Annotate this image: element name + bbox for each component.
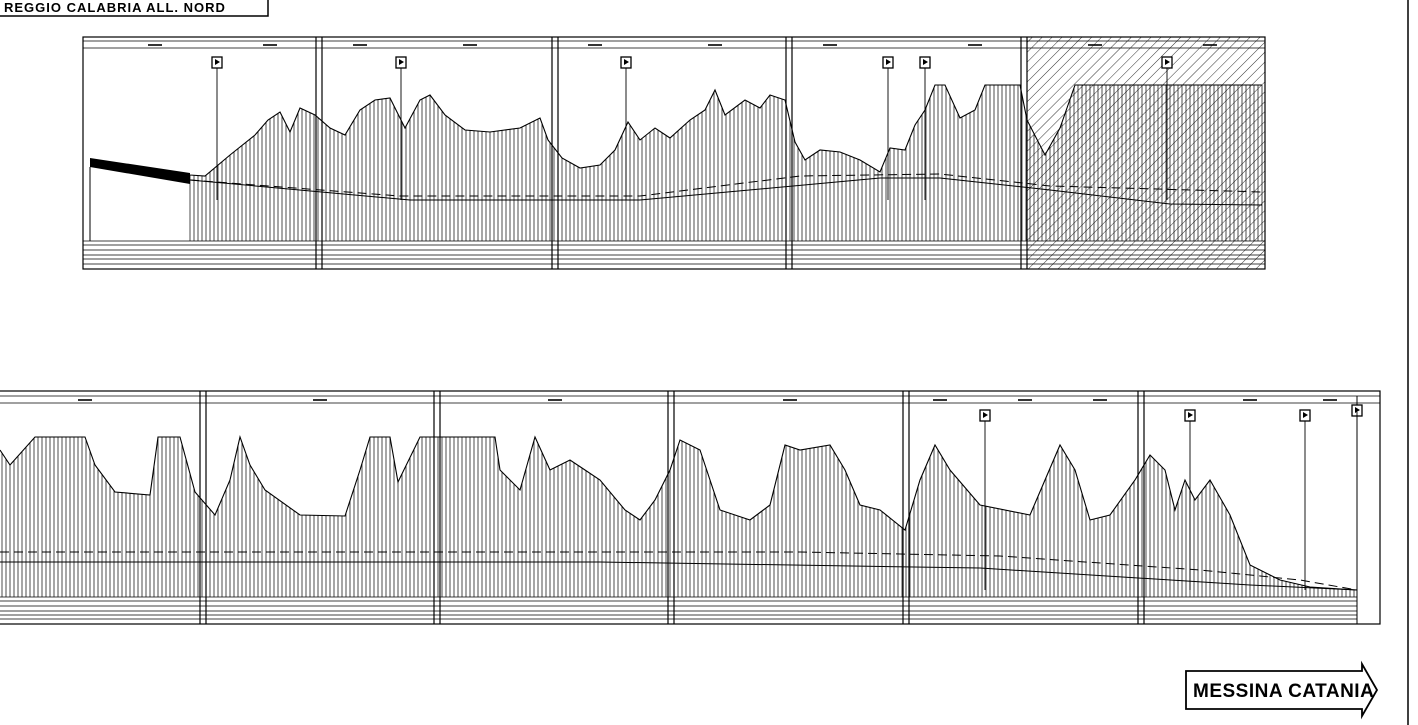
direction-arrow: MESSINA CATANIA	[1185, 660, 1379, 720]
station-markers-bottom	[979, 404, 1363, 590]
grade-line-bottom	[0, 561, 1358, 591]
profile-strip-bottom	[0, 390, 1381, 625]
origin-label-text: REGGIO CALABRIA ALL. NORD	[4, 0, 226, 15]
flag-icon	[979, 409, 991, 590]
station-markers-top	[211, 56, 1173, 200]
profile-strip-top	[82, 36, 1266, 270]
origin-label: REGGIO CALABRIA ALL. NORD	[0, 0, 269, 17]
approach-ramp	[89, 158, 190, 241]
grade-line-top	[189, 177, 1263, 206]
section-lines-top	[189, 85, 1263, 241]
design-line-bottom	[0, 551, 1358, 591]
flag-icon	[211, 56, 223, 200]
design-line-top	[189, 173, 1263, 197]
flag-icon	[1351, 404, 1363, 417]
section-lines-bottom	[1, 437, 1355, 597]
flag-icon	[919, 56, 931, 200]
flag-icon	[1161, 56, 1173, 200]
flag-icon	[395, 56, 407, 200]
direction-label: MESSINA CATANIA	[1193, 681, 1374, 702]
flag-icon	[1184, 409, 1196, 590]
terrain-line-top	[89, 84, 1262, 177]
right-arrow-icon	[1185, 660, 1379, 720]
flag-icon	[620, 56, 632, 200]
flag-icon	[882, 56, 894, 200]
terrain-line-bottom	[0, 435, 1358, 591]
flag-icon	[1299, 409, 1311, 590]
